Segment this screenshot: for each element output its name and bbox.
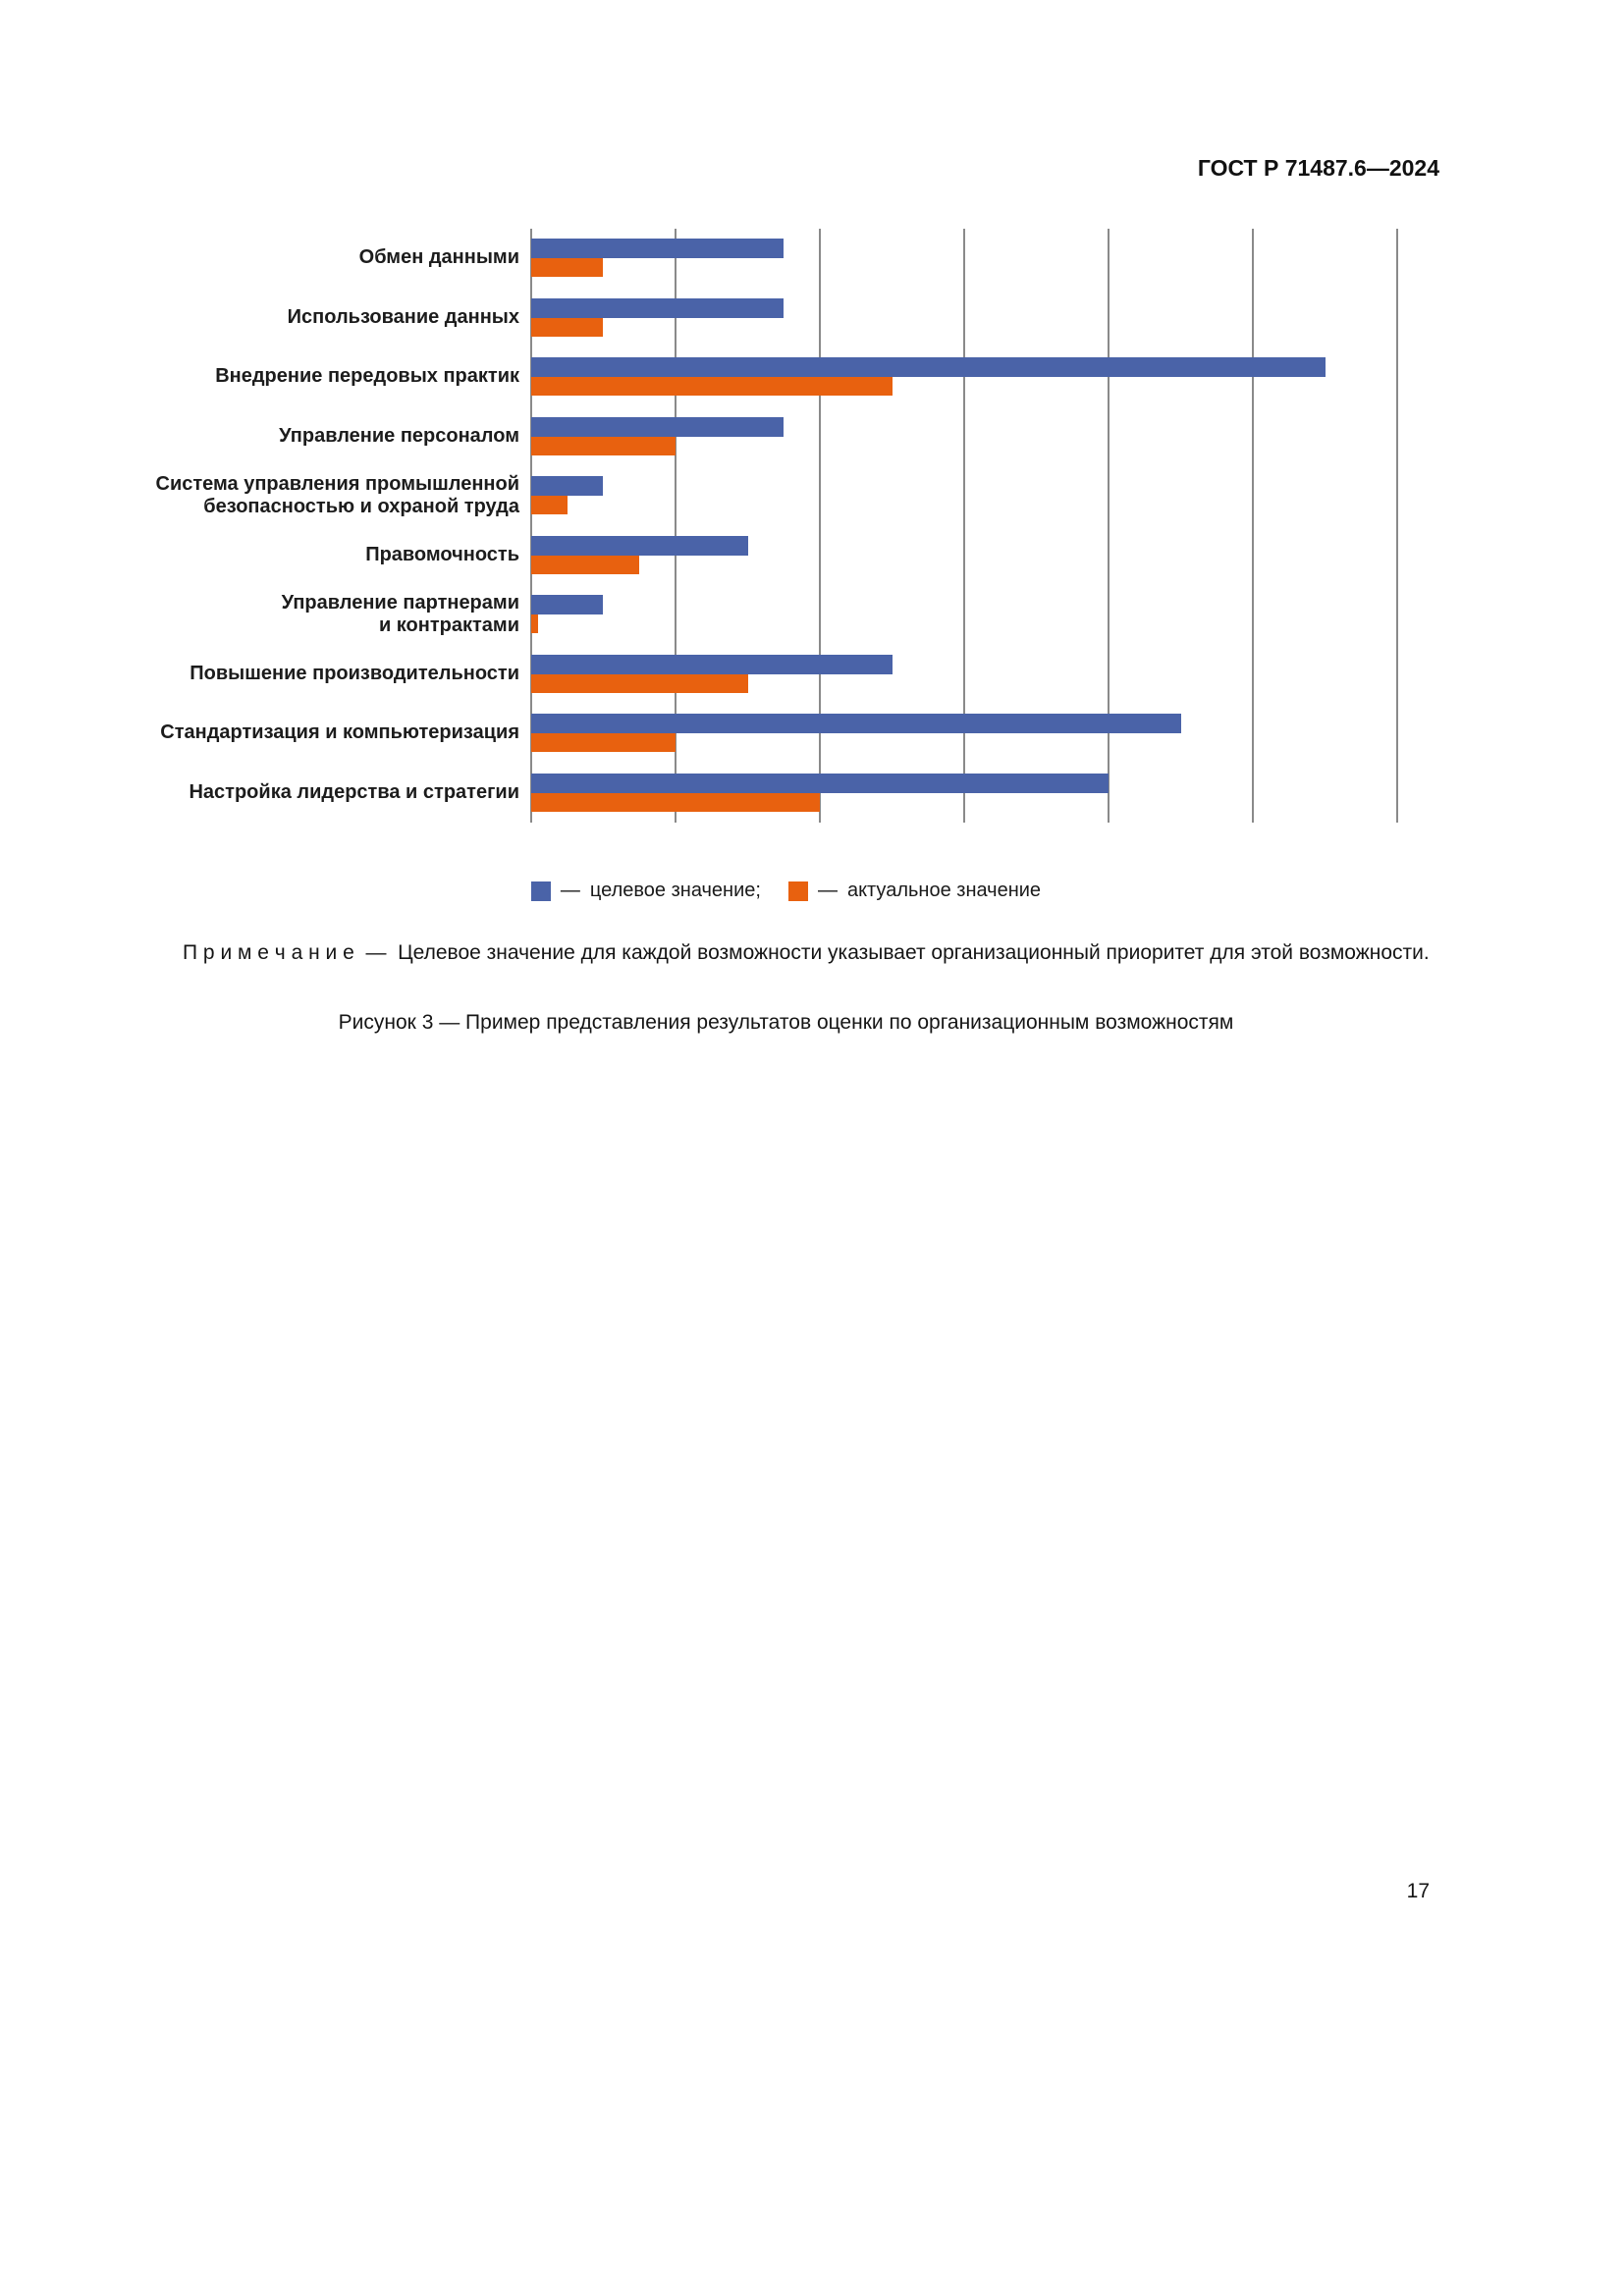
bar-group: [531, 645, 1397, 705]
target-value-bar: [531, 416, 785, 437]
actual-value-bar: [531, 436, 676, 455]
legend-label-actual: актуальное значение: [846, 880, 1042, 901]
page-number: 17: [1406, 1880, 1430, 1902]
actual-value-bar: [531, 614, 539, 633]
figure-caption: Рисунок 3 — Пример представления результ…: [338, 1011, 1234, 1034]
category-label: Использование данных: [287, 305, 519, 328]
figure-note: П р и м е ч а н и е — Целевое значение д…: [118, 938, 1454, 968]
category-label: Система управления промышленной безопасн…: [155, 472, 520, 518]
note-text: Целевое значение для каждой возможности …: [398, 941, 1430, 964]
actual-value-swatch: [787, 881, 808, 901]
bar-group: [531, 585, 1397, 645]
legend-dash: —: [817, 880, 838, 901]
category-label: Правомочность: [365, 543, 519, 565]
legend-label-target: целевое значение;: [589, 880, 761, 901]
gridline: [1252, 229, 1254, 823]
target-value-bar: [531, 297, 785, 318]
gridline: [1396, 229, 1398, 823]
category-label: Настройка лидерства и стратегии: [189, 780, 519, 803]
actual-value-bar: [531, 377, 893, 396]
category-label: Внедрение передовых практик: [215, 365, 519, 388]
bar-group: [531, 407, 1397, 467]
chart-row: Стандартизация и компьютеризация: [118, 704, 1397, 764]
gridline: [818, 229, 821, 823]
target-value-bar: [531, 357, 1326, 377]
category-label: Управление партнерами и контрактами: [281, 591, 519, 637]
target-value-bar: [531, 535, 748, 556]
chart-row: Настройка лидерства и стратегии: [118, 764, 1397, 824]
actual-value-bar: [531, 258, 604, 277]
category-label: Стандартизация и компьютеризация: [160, 721, 519, 744]
bar-group: [531, 764, 1397, 824]
category-label: Управление персоналом: [279, 424, 519, 447]
bar-group: [531, 526, 1397, 586]
target-value-bar: [531, 476, 604, 496]
chart-row: Управление персоналом: [118, 407, 1397, 467]
chart-row: Использование данных: [118, 289, 1397, 348]
target-value-bar: [531, 654, 893, 674]
target-value-bar: [531, 239, 785, 258]
gridline: [530, 229, 532, 823]
chart-row: Внедрение передовых практик: [118, 347, 1397, 407]
actual-value-bar: [531, 673, 748, 693]
target-value-bar: [531, 773, 1109, 793]
category-label: Обмен данными: [358, 246, 519, 269]
chart-row: Правомочность: [118, 526, 1397, 586]
bar-group: [531, 466, 1397, 526]
note-dash: —: [365, 941, 387, 964]
chart-legend: — целевое значение; — актуальное значени…: [118, 880, 1454, 902]
actual-value-bar: [531, 792, 820, 812]
bar-group: [531, 704, 1397, 764]
legend-dash: —: [560, 880, 580, 901]
chart-row: Обмен данными: [118, 229, 1397, 289]
gridline: [674, 229, 677, 823]
bar-group: [531, 347, 1397, 407]
target-value-bar: [531, 595, 604, 614]
bar-group: [531, 229, 1397, 289]
figure-bar-chart: Обмен данными Использование данных Внедрен…: [118, 229, 1398, 823]
gridline: [963, 229, 965, 823]
actual-value-bar: [531, 317, 604, 337]
target-value-swatch: [530, 881, 551, 901]
actual-value-bar: [531, 733, 676, 752]
chart-row: Система управления промышленной безопасн…: [118, 466, 1397, 526]
bar-group: [531, 289, 1397, 348]
gridline: [1107, 229, 1110, 823]
category-label: Повышение производительности: [189, 662, 519, 684]
actual-value-bar: [531, 555, 640, 574]
chart-row: Повышение производительности: [118, 645, 1397, 705]
chart-gridlines: [530, 229, 1398, 823]
legend-item-actual: — актуальное значение: [787, 880, 1042, 902]
chart-row: Управление партнерами и контрактами: [118, 585, 1397, 645]
chart-rows: Обмен данными Использование данных Внедрен…: [118, 229, 1397, 823]
legend-item-target: — целевое значение;: [530, 880, 761, 902]
document-header: ГОСТ Р 71487.6—2024: [1197, 155, 1439, 181]
note-label: П р и м е ч а н и е: [183, 941, 354, 964]
actual-value-bar: [531, 496, 568, 514]
target-value-bar: [531, 714, 1181, 733]
